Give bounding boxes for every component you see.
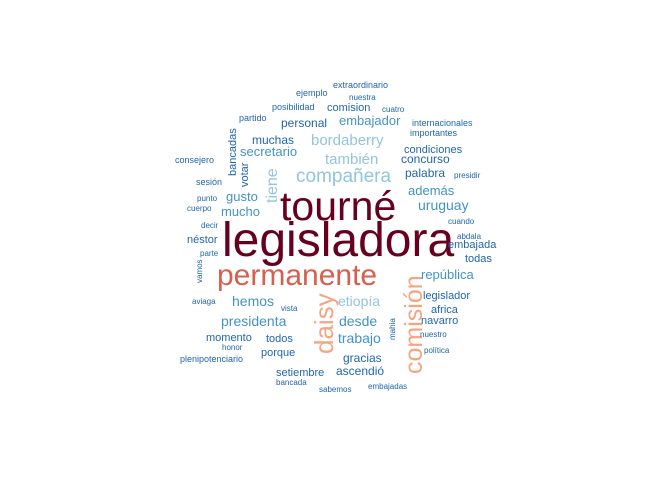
word-cuando: cuando [448,217,475,226]
word-aviaga: aviaga [192,297,216,306]
word-embajada: embajada [448,239,497,251]
word-sabemos: sabemos [319,385,352,394]
word-companera: compañera [296,166,392,187]
word-trabajo: trabajo [338,330,381,346]
word-todas: todas [465,253,492,265]
word-nuestro: nuestro [420,330,447,339]
word-importantes: importantes [410,128,458,138]
word-personal: personal [281,116,328,130]
word-legislador: legislador [423,290,471,302]
word-punto: punto [197,194,218,203]
word-porque: porque [261,347,296,359]
word-condiciones: condiciones [404,144,463,156]
word-secretario: secretario [240,144,298,159]
word-palabra: palabra [405,166,446,180]
word-partido: partido [239,113,267,123]
word-cuerpo: cuerpo [187,204,212,213]
word-vamos: vamos [195,259,204,283]
word-legisladora: legisladora [222,214,455,267]
word-embajador: embajador [339,113,401,128]
word-permanente: permanente [217,259,378,292]
word-mahia: mahia [388,318,397,340]
word-votar: votar [239,162,251,187]
word-mucho: mucho [221,204,261,219]
word-decir: decir [201,221,219,230]
word-bordaberry: bordaberry [311,132,384,149]
word-ascendio: ascendió [336,364,385,378]
word-posibilidad: posibilidad [272,102,315,112]
word-hemos: hemos [232,293,275,309]
word-gusto: gusto [226,189,258,204]
word-embajadas: embajadas [368,382,408,391]
word-presidir: presidir [454,171,481,180]
word-todos: todos [266,333,293,345]
word-abdala: abdala [457,232,482,241]
word-tambien: también [325,151,379,168]
word-sesion: sesión [196,177,223,187]
word-ademas: además [408,183,455,198]
word-gracias: gracias [343,351,382,365]
word-daisy: daisy [309,293,339,354]
word-desde: desde [339,313,378,329]
word-uruguay: uruguay [418,197,469,213]
word-presidenta: presidenta [221,313,287,329]
word-setiembre: setiembre [276,367,325,379]
word-navarro: navarro [421,315,459,327]
word-plenipotenciario: plenipotenciario [180,354,244,364]
word-tourne: tourné [280,183,397,229]
word-parte: parte [200,249,219,258]
word-honor: honor [222,343,243,352]
word-internacionales: internacionales [412,118,473,128]
word-comision-lower: comision [327,102,371,114]
word-concurso: concurso [401,152,450,166]
word-vista: vista [281,304,298,313]
word-etiopia: etiopía [338,293,381,309]
word-momento: momento [206,332,252,344]
word-africa: africa [431,304,458,316]
word-bancada: bancada [276,378,307,387]
word-muchas: muchas [252,133,295,147]
word-cuatro: cuatro [382,105,405,114]
word-ejemplo: ejemplo [296,88,328,98]
word-nestor: néstor [187,234,218,246]
word-republica: república [421,267,474,282]
word-politica: política [424,346,450,355]
word-tiene: tiene [264,168,281,203]
word-extraordinario: extraordinario [333,80,389,90]
word-bancadas: bancadas [227,128,239,176]
word-consejero: consejero [175,155,215,165]
word-nuestra: nuestra [349,93,376,102]
